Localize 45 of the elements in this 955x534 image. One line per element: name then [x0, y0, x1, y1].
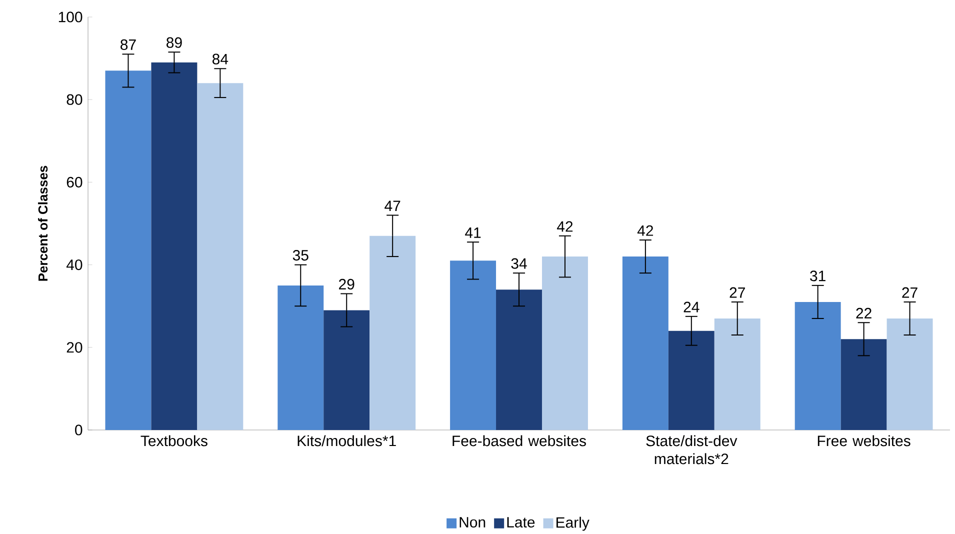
legend-label: Non: [460, 517, 486, 528]
bar: [278, 285, 324, 430]
data-label: 22: [856, 308, 872, 318]
legend-label: Early: [556, 516, 590, 531]
data-label: 31: [810, 270, 826, 282]
bar: [151, 62, 198, 430]
bar: [496, 290, 542, 430]
bar: [794, 302, 841, 430]
data-label: 41: [465, 228, 481, 238]
y-axis-title: Percent of Classes: [38, 166, 48, 281]
y-tick-label: 60: [66, 176, 82, 188]
y-tick-label: 40: [66, 260, 82, 270]
bar: [105, 70, 152, 430]
bar: [714, 318, 760, 430]
data-label: 42: [556, 221, 573, 232]
x-tick-label: Fee-based websites: [452, 435, 586, 446]
y-tick-label: 80: [66, 94, 82, 105]
data-label: 87: [120, 39, 136, 50]
x-tick-label: State/dist-dev materials*2: [646, 435, 738, 464]
bar: [324, 310, 370, 430]
data-label: 42: [637, 225, 654, 236]
bar: [840, 339, 887, 430]
data-label: 27: [730, 287, 745, 298]
y-tick-label: 100: [58, 12, 82, 22]
bar: [622, 256, 668, 430]
bar: [370, 236, 416, 430]
x-tick-label: Free websites: [818, 435, 910, 446]
data-label: 29: [339, 278, 354, 290]
x-tick-label: Kits/modules*1: [298, 435, 396, 446]
x-tick-label: Textbooks: [140, 435, 208, 446]
bar: [450, 260, 496, 430]
y-tick-label: 20: [66, 342, 82, 353]
data-label: 27: [902, 287, 918, 298]
legend-label: Late: [507, 517, 535, 528]
data-label: 84: [212, 54, 228, 64]
bar: [542, 256, 588, 430]
data-label: 47: [384, 200, 400, 212]
bar: [668, 330, 714, 430]
data-label: 35: [292, 250, 308, 261]
data-label: 34: [511, 258, 527, 269]
data-label: 89: [166, 37, 182, 48]
data-label: 24: [684, 302, 700, 312]
bar: [886, 318, 933, 430]
bar: [197, 83, 244, 430]
y-tick-label: 0: [75, 424, 82, 436]
